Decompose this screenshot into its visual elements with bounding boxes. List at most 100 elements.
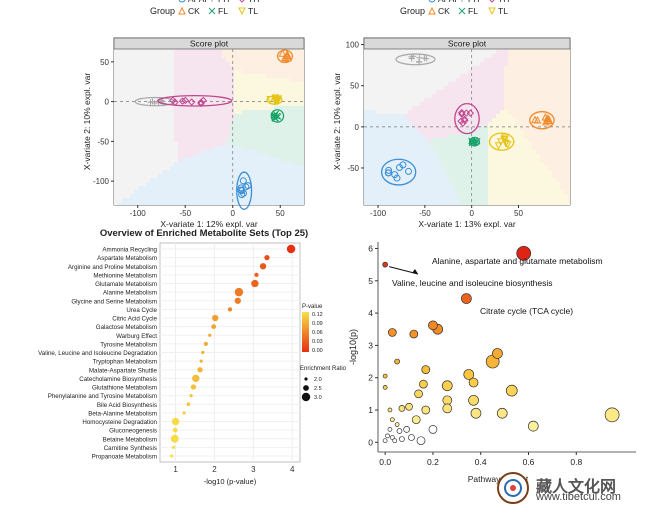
region-cell [258, 86, 262, 90]
region-cell [396, 142, 400, 146]
region-cell [404, 130, 408, 134]
region-cell [468, 178, 472, 182]
region-cell [404, 106, 408, 110]
region-cell [440, 74, 444, 78]
region-cell [238, 118, 242, 122]
region-cell [142, 110, 146, 114]
region-cell [150, 182, 154, 186]
region-cell [230, 74, 234, 78]
region-cell [520, 134, 524, 138]
region-cell [472, 94, 476, 98]
region-cell [452, 94, 456, 98]
region-cell [158, 110, 162, 114]
region-cell [238, 90, 242, 94]
region-cell [404, 146, 408, 150]
region-cell [452, 190, 456, 194]
region-cell [460, 58, 464, 62]
region-cell [130, 86, 134, 90]
region-cell [174, 190, 178, 194]
region-cell [508, 138, 512, 142]
pathway-bubble-22 [421, 405, 431, 415]
region-cell [242, 162, 246, 166]
region-cell [420, 186, 424, 190]
region-cell [472, 134, 476, 138]
region-cell [114, 118, 118, 122]
region-cell [384, 50, 388, 54]
category-label: Valine, Leucine and Isoleucine Degradati… [38, 350, 157, 357]
region-cell [500, 110, 504, 114]
region-cell [476, 174, 480, 178]
region-cell [364, 142, 368, 146]
region-cell [428, 190, 432, 194]
region-cell [444, 102, 448, 106]
region-cell [114, 78, 118, 82]
region-cell [198, 86, 202, 90]
region-cell [146, 102, 150, 106]
region-cell [250, 106, 254, 110]
region-cell [190, 186, 194, 190]
region-cell [158, 190, 162, 194]
region-cell [238, 170, 242, 174]
region-cell [544, 182, 548, 186]
region-cell [388, 142, 392, 146]
region-cell [270, 178, 274, 182]
region-cell [150, 126, 154, 130]
region-cell [258, 150, 262, 154]
region-cell [142, 170, 146, 174]
region-cell [146, 146, 150, 150]
region-cell [286, 170, 290, 174]
region-cell [488, 122, 492, 126]
region-cell [190, 54, 194, 58]
region-cell [262, 70, 266, 74]
region-cell [162, 70, 166, 74]
category-label: Catecholamine Biosynthesis [79, 376, 157, 383]
region-cell [412, 142, 416, 146]
region-cell [488, 86, 492, 90]
region-cell [508, 162, 512, 166]
region-cell [460, 186, 464, 190]
region-cell [226, 90, 230, 94]
region-cell [126, 62, 130, 66]
region-cell [286, 70, 290, 74]
region-cell [384, 190, 388, 194]
region-cell [500, 58, 504, 62]
region-cell [114, 198, 118, 202]
region-cell [142, 122, 146, 126]
region-cell [544, 90, 548, 94]
region-cell [428, 106, 432, 110]
region-cell [254, 198, 258, 202]
region-cell [258, 170, 262, 174]
region-cell [154, 62, 158, 66]
region-cell [404, 70, 408, 74]
region-cell [254, 186, 258, 190]
region-cell [130, 106, 134, 110]
region-cell [380, 114, 384, 118]
region-cell [464, 50, 468, 54]
region-cell [404, 122, 408, 126]
region-cell [246, 102, 250, 106]
region-cell [214, 90, 218, 94]
region-cell [464, 186, 468, 190]
region-cell [174, 66, 178, 70]
region-cell [376, 198, 380, 202]
region-cell [194, 186, 198, 190]
region-cell [448, 90, 452, 94]
region-cell [122, 158, 126, 162]
region-cell [368, 114, 372, 118]
region-cell [524, 150, 528, 154]
region-cell [472, 106, 476, 110]
region-cell [380, 62, 384, 66]
region-cell [206, 106, 210, 110]
region-cell [214, 170, 218, 174]
region-cell [302, 114, 304, 118]
region-cell [266, 182, 270, 186]
region-cell [400, 66, 404, 70]
region-cell [158, 66, 162, 70]
region-cell [210, 54, 214, 58]
region-cell [138, 74, 142, 78]
region-cell [504, 166, 508, 170]
region-cell [262, 186, 266, 190]
region-cell [548, 98, 552, 102]
region-cell [294, 78, 298, 82]
region-cell [456, 54, 460, 58]
